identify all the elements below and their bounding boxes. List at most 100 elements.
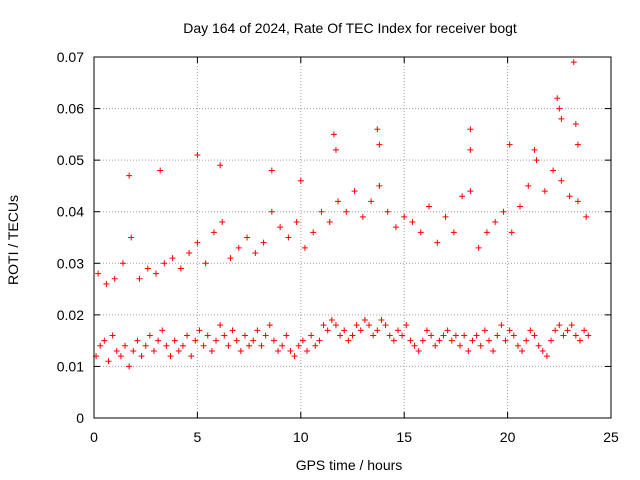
data-point bbox=[285, 234, 292, 241]
data-point bbox=[241, 332, 248, 339]
data-point bbox=[378, 317, 385, 324]
data-point bbox=[275, 347, 282, 354]
data-point bbox=[134, 337, 141, 344]
data-point bbox=[564, 327, 571, 334]
data-point bbox=[244, 234, 251, 241]
data-point bbox=[157, 167, 164, 174]
data-point bbox=[266, 322, 273, 329]
y-tick-label: 0.04 bbox=[57, 204, 84, 220]
data-point bbox=[500, 208, 507, 215]
data-point bbox=[382, 322, 389, 329]
data-point bbox=[519, 347, 526, 354]
data-point bbox=[570, 59, 577, 66]
data-point bbox=[184, 332, 191, 339]
data-point bbox=[469, 337, 476, 344]
data-point bbox=[539, 347, 546, 354]
data-point bbox=[541, 188, 548, 195]
data-point bbox=[163, 342, 170, 349]
data-point bbox=[146, 332, 153, 339]
data-point bbox=[419, 337, 426, 344]
data-point bbox=[341, 327, 348, 334]
x-tick-label: 5 bbox=[194, 429, 202, 445]
y-tick-label: 0.06 bbox=[57, 101, 84, 117]
data-point bbox=[194, 151, 201, 158]
data-point bbox=[196, 327, 203, 334]
data-point bbox=[295, 342, 302, 349]
data-point bbox=[188, 353, 195, 360]
data-point bbox=[574, 141, 581, 148]
data-point bbox=[252, 249, 259, 256]
data-point bbox=[194, 239, 201, 246]
data-point bbox=[225, 342, 232, 349]
chart-title: Day 164 of 2024, Rate Of TEC Index for r… bbox=[183, 20, 517, 36]
data-point bbox=[208, 347, 215, 354]
data-point bbox=[167, 353, 174, 360]
data-point bbox=[332, 146, 339, 153]
data-point bbox=[494, 332, 501, 339]
data-point bbox=[343, 208, 350, 215]
data-point bbox=[316, 337, 323, 344]
data-point bbox=[467, 126, 474, 133]
data-point bbox=[527, 327, 534, 334]
x-tick-label: 0 bbox=[90, 429, 98, 445]
data-point bbox=[237, 347, 244, 354]
data-point bbox=[558, 177, 565, 184]
data-point bbox=[345, 337, 352, 344]
data-point bbox=[556, 105, 563, 112]
data-point bbox=[548, 337, 555, 344]
data-point bbox=[279, 342, 286, 349]
data-point bbox=[409, 219, 416, 226]
data-point bbox=[452, 332, 459, 339]
data-point bbox=[217, 322, 224, 329]
data-point bbox=[492, 219, 499, 226]
data-point bbox=[572, 121, 579, 128]
y-tick-label: 0.02 bbox=[57, 307, 84, 323]
y-tick-label: 0 bbox=[76, 410, 84, 426]
data-point bbox=[392, 224, 399, 231]
data-point bbox=[560, 332, 567, 339]
data-point bbox=[357, 327, 364, 334]
data-point bbox=[531, 332, 538, 339]
x-tick-label: 15 bbox=[396, 429, 412, 445]
data-point bbox=[407, 337, 414, 344]
data-point bbox=[221, 332, 228, 339]
data-point bbox=[293, 219, 300, 226]
data-point bbox=[450, 229, 457, 236]
data-point bbox=[219, 219, 226, 226]
data-point bbox=[508, 229, 515, 236]
data-point bbox=[260, 239, 267, 246]
data-point bbox=[467, 146, 474, 153]
data-point bbox=[370, 332, 377, 339]
data-point bbox=[514, 342, 521, 349]
data-point bbox=[301, 244, 308, 251]
x-tick-label: 20 bbox=[500, 429, 516, 445]
data-point bbox=[572, 332, 579, 339]
data-point bbox=[353, 322, 360, 329]
data-point bbox=[258, 342, 265, 349]
data-point bbox=[210, 229, 217, 236]
data-point bbox=[312, 342, 319, 349]
data-point bbox=[366, 322, 373, 329]
data-point bbox=[142, 342, 149, 349]
data-point bbox=[376, 182, 383, 189]
data-point bbox=[246, 342, 253, 349]
data-point bbox=[517, 203, 524, 210]
data-point bbox=[144, 265, 151, 272]
data-point bbox=[558, 115, 565, 122]
y-tick-label: 0.07 bbox=[57, 49, 84, 65]
data-point bbox=[581, 327, 588, 334]
grid-lines bbox=[94, 57, 611, 418]
data-point bbox=[277, 224, 284, 231]
x-tick-label: 10 bbox=[293, 429, 309, 445]
data-point bbox=[101, 337, 108, 344]
data-point bbox=[330, 131, 337, 138]
data-point bbox=[204, 332, 211, 339]
data-point bbox=[97, 342, 104, 349]
data-point bbox=[349, 332, 356, 339]
x-tick-label: 25 bbox=[603, 429, 619, 445]
data-point bbox=[386, 332, 393, 339]
data-point bbox=[576, 337, 583, 344]
data-point bbox=[481, 327, 488, 334]
data-point bbox=[297, 177, 304, 184]
data-point bbox=[465, 347, 472, 354]
